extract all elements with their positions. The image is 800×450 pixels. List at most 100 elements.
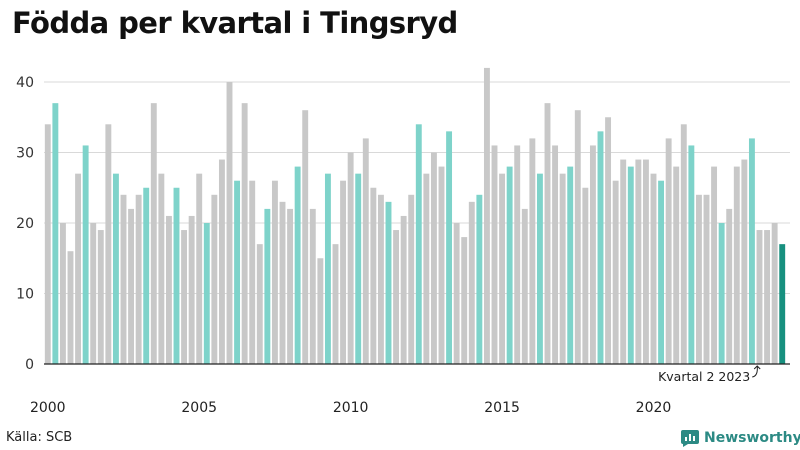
annotation-arrow: [752, 365, 761, 378]
bar-2009-q4: [340, 180, 347, 364]
bar-2013-q1: [438, 166, 445, 364]
bar-2006-q4: [249, 180, 256, 364]
bar-2002-q4: [128, 208, 135, 364]
bar-2003-q2: [143, 187, 150, 364]
bar-2013-q3: [453, 223, 460, 364]
bar-2005-q1: [196, 173, 203, 364]
bar-2007-q2: [264, 208, 271, 364]
bar-2022-q3: [726, 208, 733, 364]
bar-2013-q2: [446, 131, 453, 364]
bar-2005-q3: [211, 194, 218, 364]
bar-2018-q3: [605, 117, 612, 364]
bar-2019-q4: [642, 159, 649, 364]
bar-2007-q1: [256, 244, 263, 364]
bar-2016-q3: [544, 103, 551, 365]
bar-2009-q2: [324, 173, 331, 364]
chart-title: Födda per kvartal i Tingsryd: [12, 6, 458, 40]
bar-2002-q2: [112, 173, 119, 364]
bar-2011-q3: [393, 230, 400, 364]
bar-2004-q1: [165, 215, 172, 364]
bar-2014-q2: [476, 194, 483, 364]
bar-2015-q3: [514, 145, 521, 364]
bar-2003-q1: [135, 194, 142, 364]
bar-2019-q3: [635, 159, 642, 364]
y-tick-label-0: 0: [25, 357, 34, 373]
bar-2001-q3: [90, 223, 97, 364]
y-tick-label-10: 10: [16, 287, 34, 303]
bar-2007-q4: [279, 201, 286, 364]
bar-2014-q3: [483, 67, 490, 365]
bar-2017-q4: [582, 187, 589, 364]
bar-2007-q3: [271, 180, 278, 364]
bar-2022-q4: [733, 166, 740, 364]
bar-2021-q3: [695, 194, 702, 364]
bar-2019-q1: [620, 159, 627, 364]
bar-2008-q2: [294, 166, 301, 364]
bar-2016-q1: [529, 138, 536, 364]
bar-2012-q4: [430, 152, 437, 364]
bar-2020-q3: [665, 138, 672, 364]
bar-2008-q3: [302, 110, 309, 364]
bar-2023-q2: [748, 138, 755, 364]
bar-2021-q4: [703, 194, 710, 364]
bar-2016-q2: [536, 173, 543, 364]
bar-2018-q1: [589, 145, 596, 364]
x-tick-label-2010: 2010: [333, 400, 369, 416]
bar-2014-q4: [491, 145, 498, 364]
bar-2015-q4: [521, 208, 528, 364]
bar-2021-q1: [680, 124, 687, 364]
x-tick-label-2005: 2005: [181, 400, 217, 416]
bar-2000-q1: [44, 124, 51, 364]
bar-2006-q2: [234, 180, 241, 364]
bar-2001-q2: [82, 145, 89, 364]
bar-2000-q2: [52, 103, 59, 365]
newsworthy-logo-icon: [681, 430, 699, 447]
y-tick-label-30: 30: [16, 146, 34, 162]
logo-text: Newsworthy: [704, 430, 800, 446]
bar-2012-q1: [408, 194, 415, 364]
bar-2005-q4: [218, 159, 225, 364]
bar-2009-q1: [317, 258, 324, 364]
bar-2022-q1: [711, 166, 718, 364]
bar-2017-q1: [559, 173, 566, 364]
bar-2015-q1: [499, 173, 506, 364]
bar-2003-q3: [150, 103, 157, 365]
bar-2002-q1: [105, 124, 112, 364]
y-tick-label-20: 20: [16, 216, 34, 232]
bar-2008-q4: [309, 208, 316, 364]
bars: [44, 67, 786, 365]
bar-2008-q1: [287, 208, 294, 364]
bar-2012-q3: [423, 173, 430, 364]
bar-2003-q4: [158, 173, 165, 364]
bar-2018-q4: [612, 180, 619, 364]
bar-2010-q4: [370, 187, 377, 364]
bar-2004-q3: [181, 230, 188, 364]
bar-2010-q3: [362, 138, 369, 364]
bar-2019-q2: [627, 166, 634, 364]
bar-2017-q2: [567, 166, 574, 364]
bar-2004-q2: [173, 187, 180, 364]
bar-2015-q2: [506, 166, 513, 364]
bar-2002-q3: [120, 194, 127, 364]
bar-2024-q1: [771, 223, 778, 364]
bar-2021-q2: [688, 145, 695, 364]
x-tick-label-2020: 2020: [636, 400, 672, 416]
bar-2016-q4: [552, 145, 559, 364]
bar-2012-q2: [415, 124, 422, 364]
annotation-label: Kvartal 2 2023: [658, 369, 750, 384]
bar-2010-q1: [347, 152, 354, 364]
bar-2001-q4: [97, 230, 104, 364]
y-axis-ticks: 0 10 20 30 40: [16, 75, 34, 373]
x-tick-label-2000: 2000: [30, 400, 66, 416]
bar-2000-q4: [67, 251, 74, 364]
bar-2010-q2: [355, 173, 362, 364]
bar-2011-q4: [400, 215, 407, 364]
bar-2020-q1: [650, 173, 657, 364]
bar-2023-q1: [741, 159, 748, 364]
newsworthy-logo: Newsworthy: [680, 427, 800, 449]
annotation: Kvartal 2 2023: [658, 365, 761, 384]
bar-2001-q1: [75, 173, 82, 364]
bar-2006-q3: [241, 103, 248, 365]
bar-2020-q4: [673, 166, 680, 364]
